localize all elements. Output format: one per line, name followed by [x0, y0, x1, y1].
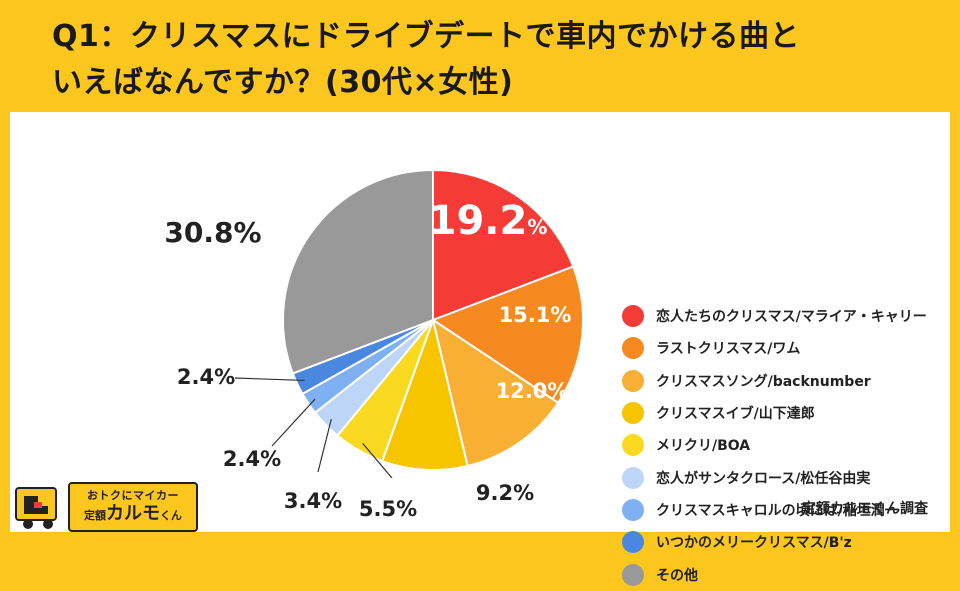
legend-swatch-1 — [622, 305, 644, 328]
legend-item-6: 恋人がサンタクロース/松任谷由実 — [622, 461, 960, 493]
legend-label-3: クリスマスソング/backnumber — [656, 373, 871, 390]
legend-item-1: 恋人たちのクリスマス/マライア・キャリー — [622, 300, 960, 332]
legend-swatch-5 — [622, 434, 644, 457]
pie-slice-2 — [430, 265, 584, 405]
leader-line-8 — [234, 377, 305, 382]
logo-brand-main: カルモ — [106, 503, 160, 524]
legend-label-8: いつかのメリークリスマス/B'z — [656, 535, 852, 552]
legend-item-3: クリスマスソング/backnumber — [622, 365, 960, 397]
legend-label-7: クリスマスキャロルの頃には/稲垣潤一 — [656, 502, 899, 519]
legend-label-5: メリクリ/BOA — [656, 438, 751, 455]
slice-label-4: 9.2% — [476, 481, 534, 505]
legend: 恋人たちのクリスマス/マライア・キャリー ラストクリスマス/ワムクリスマスソング/… — [622, 300, 960, 591]
leader-line-7 — [271, 398, 316, 447]
legend-swatch-4 — [622, 402, 644, 425]
legend-item-7: クリスマスキャロルの頃には/稲垣潤一 — [622, 494, 960, 526]
legend-swatch-3 — [622, 369, 644, 392]
pie-slice-4 — [380, 316, 469, 471]
logo-brand-suffix: くん — [160, 509, 182, 522]
legend-item-8: いつかのメリークリスマス/B'z — [622, 526, 960, 558]
legend-swatch-2 — [622, 337, 644, 360]
legend-item-5: メリクリ/BOA — [622, 429, 960, 461]
legend-swatch-9 — [622, 563, 644, 586]
logo-brand: 定額カルモくん — [70, 503, 196, 527]
legend-label-9: その他 — [656, 567, 698, 584]
legend-swatch-8 — [622, 531, 644, 554]
survey-credit: 定額カルモくん調査 — [802, 501, 928, 517]
legend-item-2: ラストクリスマス/ワム — [622, 332, 960, 364]
leader-line-6 — [317, 418, 332, 473]
title-line-1: Q1：クリスマスにドライブデートで車内でかける曲と — [52, 19, 800, 54]
logo-brand-prefix: 定額 — [84, 509, 106, 522]
legend-item-9: その他 — [622, 558, 960, 590]
legend-label-4: クリスマスイブ/山下達郎 — [656, 406, 815, 423]
legend-swatch-7 — [622, 498, 644, 521]
slice-label-7: 2.4% — [223, 447, 281, 471]
slice-label-3: 12.0% — [496, 379, 569, 403]
pie-chart: 19.2%15.1%12.0%9.2%5.5%3.4%2.4%2.4%30.8% — [164, 168, 584, 521]
pie-slice-9 — [282, 168, 434, 375]
leader-line-5 — [362, 442, 393, 479]
slice-label-8: 2.4% — [177, 365, 235, 389]
legend-swatch-6 — [622, 466, 644, 489]
slice-label-2: 15.1% — [499, 303, 572, 327]
legend-item-4: クリスマスイブ/山下達郎 — [622, 397, 960, 429]
logo-textbox: おトクにマイカー 定額カルモくん — [68, 482, 198, 532]
title-line-2: いえばなんですか？(30代×女性) — [52, 65, 514, 100]
chart-panel: 19.2% 15.1% 12.0% 9.2% 5.5% 3.4% 2.4% 2.4% 30.8%… — [10, 112, 950, 586]
slice-label-5: 5.5% — [359, 497, 417, 521]
logo-tagline: おトクにマイカー — [87, 489, 179, 502]
karumo-logo: おトクにマイカー 定額カルモくん — [14, 478, 204, 534]
slice-label-1-unit: % — [527, 215, 547, 239]
legend-label-1: 恋人たちのクリスマス/マライア・キャリー — [656, 309, 927, 326]
legend-label-6: 恋人がサンタクロース/松任谷由実 — [656, 470, 871, 487]
slice-label-9: 30.8% — [164, 216, 261, 249]
truck-logo-icon — [15, 487, 57, 529]
legend-label-2: ラストクリスマス/ワム — [656, 341, 801, 358]
pie-slice-1 — [432, 168, 575, 322]
slice-label-6: 3.4% — [284, 489, 342, 513]
pie-slice-3 — [431, 317, 560, 468]
chart-title: Q1：クリスマスにドライブデートで車内でかける曲と いえばなんですか？(30代×… — [52, 14, 932, 106]
